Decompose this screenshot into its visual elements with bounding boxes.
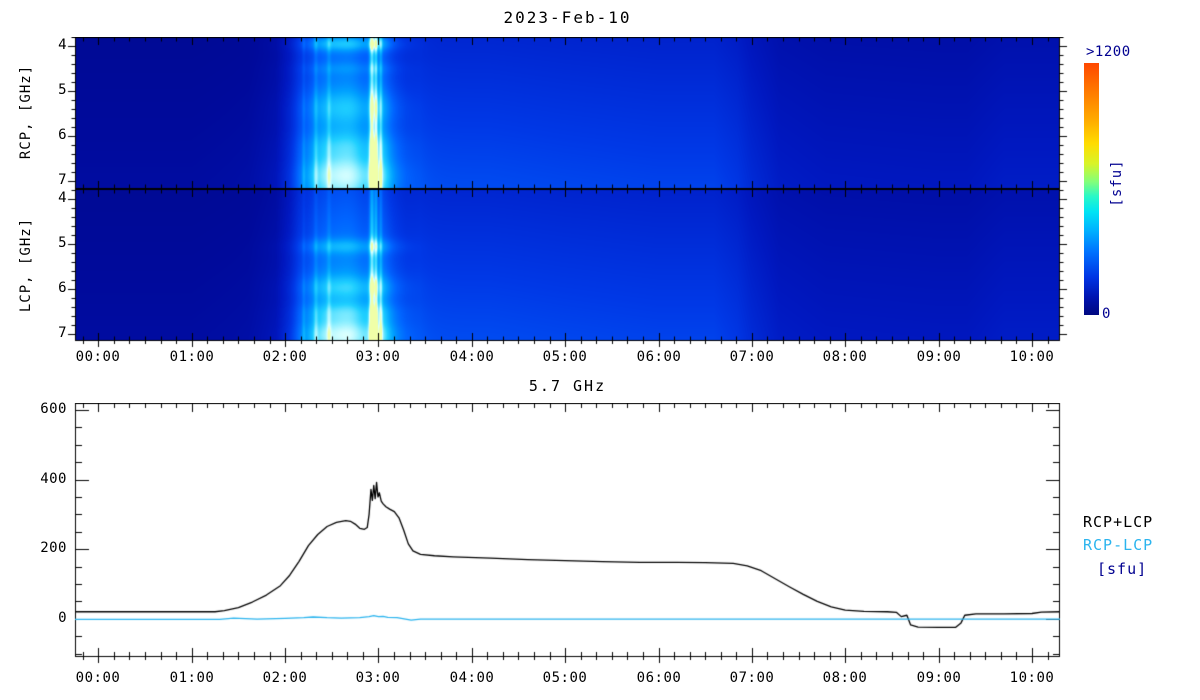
time-tick-label: 03:00 <box>355 670 401 686</box>
freq-tick-label: 5 <box>58 235 67 251</box>
flux-tick-label: 200 <box>40 540 67 556</box>
freq-tick-label: 7 <box>58 172 67 188</box>
time-tick-label: 02:00 <box>262 349 308 365</box>
legend-unit-sfu: [sfu] <box>1097 560 1148 578</box>
freq-tick-label: 5 <box>58 82 67 98</box>
spectrogram-canvas <box>67 37 1068 349</box>
time-tick-label: 06:00 <box>636 670 682 686</box>
flux-tick-label: 400 <box>40 471 67 487</box>
time-tick-label: 06:00 <box>636 349 682 365</box>
time-tick-label: 01:00 <box>169 670 215 686</box>
time-tick-label: 02:00 <box>262 670 308 686</box>
freq-tick-label: 6 <box>58 280 67 296</box>
time-tick-label: 04:00 <box>449 349 495 365</box>
time-tick-label: 10:00 <box>1009 349 1055 365</box>
time-tick-label: 08:00 <box>822 349 868 365</box>
flux-tick-label: 600 <box>40 401 67 417</box>
time-tick-label: 05:00 <box>542 349 588 365</box>
lcp-axis-title: LCP, [GHz] <box>18 217 34 313</box>
freq-tick-label: 4 <box>58 37 67 53</box>
freq-tick-label: 7 <box>58 325 67 341</box>
colorbar-min-label: 0 <box>1102 306 1111 322</box>
time-tick-label: 04:00 <box>449 670 495 686</box>
colorbar-gradient <box>1084 63 1099 315</box>
time-tick-label: 09:00 <box>916 670 962 686</box>
colorbar-unit-label: [sfu] <box>1109 159 1125 207</box>
lightcurve-title: 5.7 GHz <box>528 377 607 395</box>
legend-rcp-plus-lcp: RCP+LCP <box>1083 513 1154 531</box>
legend-rcp-minus-lcp: RCP-LCP <box>1083 536 1154 554</box>
time-tick-label: 10:00 <box>1009 670 1055 686</box>
flux-tick-label: 0 <box>58 610 67 626</box>
time-tick-label: 01:00 <box>169 349 215 365</box>
colorbar-max-label: >1200 <box>1086 44 1131 60</box>
lightcurve-canvas <box>67 403 1068 665</box>
rcp-axis-title: RCP, [GHz] <box>18 64 34 160</box>
time-tick-label: 05:00 <box>542 670 588 686</box>
time-tick-label: 08:00 <box>822 670 868 686</box>
freq-tick-label: 4 <box>58 190 67 206</box>
time-tick-label: 09:00 <box>916 349 962 365</box>
freq-tick-label: 6 <box>58 127 67 143</box>
time-tick-label: 03:00 <box>355 349 401 365</box>
time-tick-label: 00:00 <box>75 349 121 365</box>
date-title: 2023-Feb-10 <box>503 8 632 27</box>
time-tick-label: 07:00 <box>729 670 775 686</box>
time-tick-label: 00:00 <box>75 670 121 686</box>
time-tick-label: 07:00 <box>729 349 775 365</box>
